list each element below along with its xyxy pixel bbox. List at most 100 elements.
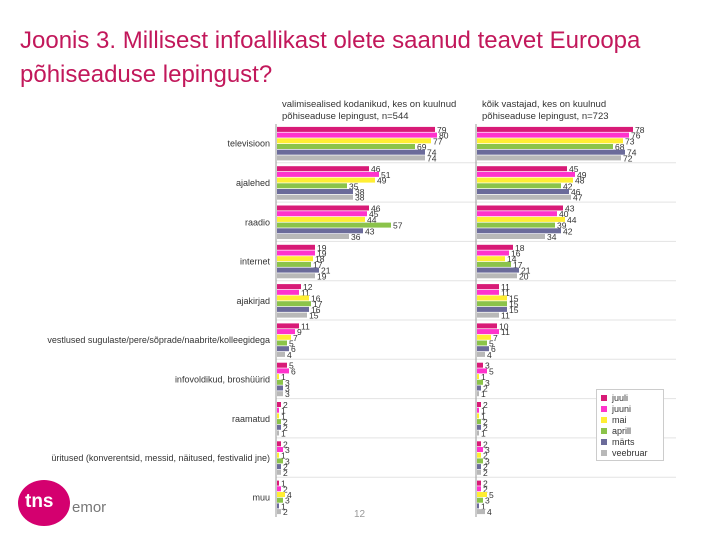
bar-value-label: 45 (369, 209, 379, 219)
legend-label: juuli (612, 392, 629, 403)
bar (477, 155, 621, 161)
bar-value-label: 51 (381, 170, 391, 180)
bar-value-label: 2 (283, 484, 288, 494)
bar-value-label: 6 (291, 366, 296, 376)
bar-value-label: 1 (281, 451, 286, 461)
bar-value-label: 11 (301, 288, 310, 298)
bar (477, 497, 483, 503)
bar (277, 424, 281, 430)
bar (277, 469, 281, 475)
bar (277, 329, 295, 335)
category-label: vestlused sugulaste/pere/sõprade/naabrit… (47, 335, 270, 345)
bar-value-label: 5 (489, 366, 494, 376)
bar-value-label: 11 (301, 321, 310, 331)
chart-legend: juuli juuni mai aprill märts veebruar (596, 389, 664, 461)
bar-value-label: 6 (491, 344, 496, 354)
bar-value-label: 16 (311, 294, 321, 304)
category-label: muu (252, 492, 270, 502)
bar (277, 234, 349, 239)
bar-value-label: 1 (281, 501, 286, 511)
bar (277, 250, 315, 256)
bar-value-label: 15 (309, 311, 319, 321)
bar (277, 385, 283, 391)
bar (277, 256, 313, 262)
bar-value-label: 5 (289, 339, 294, 349)
bar (477, 413, 479, 419)
legend-label: veebruar (612, 447, 648, 458)
bar (477, 323, 497, 329)
logo-mark (18, 480, 70, 526)
bar-value-label: 2 (483, 462, 488, 472)
bar-value-label: 78 (635, 125, 645, 135)
bar-value-label: 14 (507, 254, 517, 264)
legend-item-marts: märts (601, 436, 659, 447)
bar (277, 166, 369, 172)
bar-value-label: 39 (557, 221, 567, 231)
bar (477, 189, 569, 194)
bar (477, 126, 633, 132)
bar (277, 503, 279, 509)
bar-value-label: 2 (283, 468, 288, 478)
bar-value-label: 49 (377, 176, 387, 186)
bar (477, 447, 483, 452)
legend-swatch (601, 427, 607, 434)
bar (277, 323, 299, 329)
bar-value-label: 7 (493, 333, 498, 343)
bar (277, 509, 281, 515)
bar-value-label: 2 (483, 451, 488, 461)
bar (477, 492, 487, 497)
bar (477, 228, 561, 234)
bar-value-label: 18 (315, 254, 325, 264)
bar (477, 144, 613, 149)
bar (477, 340, 487, 346)
bar (477, 509, 485, 515)
bar (477, 503, 479, 509)
bar (477, 267, 519, 273)
bar (277, 452, 279, 458)
bar-value-label: 2 (483, 400, 488, 410)
bar (277, 205, 369, 211)
bar-value-label: 38 (355, 187, 365, 197)
bar (477, 374, 479, 380)
bar-value-label: 15 (509, 299, 519, 309)
tns-emor-logo: tns emor (18, 480, 128, 530)
bar-value-label: 43 (565, 204, 575, 214)
bar (477, 205, 563, 211)
legend-label: aprill (612, 425, 632, 436)
bar-value-label: 2 (283, 400, 288, 410)
bar (477, 177, 573, 183)
category-label: raadio (245, 217, 270, 227)
bar-value-label: 2 (283, 507, 288, 517)
bar (477, 284, 499, 290)
bar-value-label: 10 (499, 321, 509, 331)
bar (477, 402, 481, 407)
bar (477, 419, 481, 425)
bar-value-label: 3 (485, 496, 490, 506)
bar-value-label: 3 (285, 496, 290, 506)
bar (477, 222, 555, 228)
bar (277, 171, 379, 177)
category-label: ajakirjad (236, 296, 270, 306)
bar (277, 306, 309, 312)
bar (477, 464, 481, 470)
bar-value-label: 16 (511, 249, 521, 259)
bar-value-label: 36 (351, 232, 361, 242)
bar (477, 329, 499, 335)
category-label: infovoldikud, broshüürid (175, 374, 270, 384)
bar-value-label: 1 (481, 411, 486, 421)
bar (277, 126, 435, 132)
bar-value-label: 2 (483, 384, 488, 394)
bar-value-label: 2 (283, 417, 288, 427)
bar-value-label: 4 (487, 507, 492, 517)
bar-value-label: 47 (573, 193, 583, 203)
legend-swatch (601, 416, 607, 423)
bar-value-label: 68 (615, 142, 625, 152)
bar-value-label: 79 (437, 125, 447, 135)
bar (477, 216, 565, 222)
bar (477, 149, 625, 155)
bar-value-label: 40 (559, 209, 569, 219)
bar (477, 256, 505, 262)
bar-value-label: 80 (439, 131, 449, 141)
bar-value-label: 44 (567, 215, 577, 225)
